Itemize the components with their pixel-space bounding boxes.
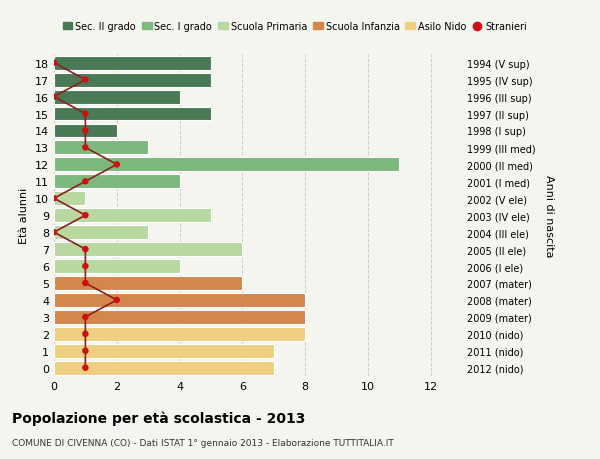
Point xyxy=(80,145,90,152)
Point xyxy=(80,347,90,355)
Bar xyxy=(54,226,148,240)
Y-axis label: Età alunni: Età alunni xyxy=(19,188,29,244)
Bar xyxy=(54,56,211,71)
Y-axis label: Anni di nascita: Anni di nascita xyxy=(544,174,554,257)
Point xyxy=(80,128,90,135)
Text: COMUNE DI CIVENNA (CO) - Dati ISTAT 1° gennaio 2013 - Elaborazione TUTTITALIA.IT: COMUNE DI CIVENNA (CO) - Dati ISTAT 1° g… xyxy=(12,438,394,448)
Bar xyxy=(54,192,85,206)
Bar xyxy=(54,175,179,189)
Point xyxy=(80,212,90,219)
Bar xyxy=(54,361,274,375)
Point xyxy=(80,77,90,84)
Bar xyxy=(54,141,148,155)
Point xyxy=(80,246,90,253)
Legend: Sec. II grado, Sec. I grado, Scuola Primaria, Scuola Infanzia, Asilo Nido, Stran: Sec. II grado, Sec. I grado, Scuola Prim… xyxy=(59,18,530,36)
Text: Popolazione per età scolastica - 2013: Popolazione per età scolastica - 2013 xyxy=(12,411,305,425)
Point xyxy=(80,330,90,338)
Bar xyxy=(54,344,274,358)
Point xyxy=(80,263,90,270)
Bar xyxy=(54,158,399,172)
Point xyxy=(49,94,59,101)
Bar xyxy=(54,310,305,324)
Point xyxy=(80,111,90,118)
Point xyxy=(112,161,122,168)
Bar xyxy=(54,327,305,341)
Point xyxy=(80,313,90,321)
Bar xyxy=(54,209,211,223)
Bar xyxy=(54,259,179,274)
Point xyxy=(49,60,59,67)
Point xyxy=(80,364,90,372)
Point xyxy=(112,297,122,304)
Point xyxy=(49,195,59,202)
Point xyxy=(80,280,90,287)
Bar xyxy=(54,293,305,307)
Point xyxy=(49,229,59,236)
Bar xyxy=(54,124,117,138)
Bar xyxy=(54,243,242,257)
Bar xyxy=(54,73,211,87)
Bar xyxy=(54,107,211,121)
Point xyxy=(80,178,90,185)
Bar xyxy=(54,90,179,104)
Bar xyxy=(54,276,242,290)
